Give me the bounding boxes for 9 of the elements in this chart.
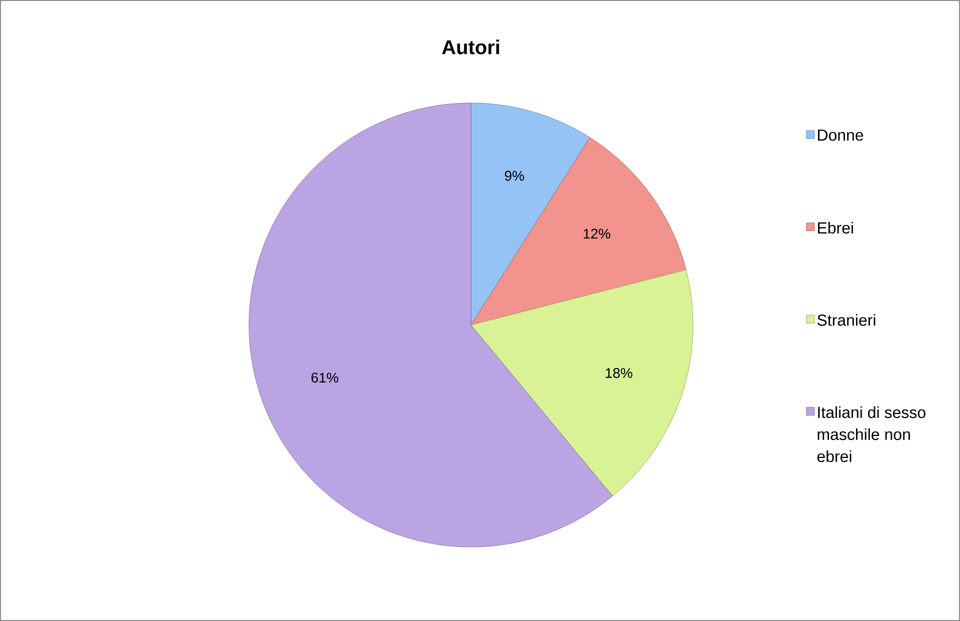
legend-label: Ebrei bbox=[818, 222, 853, 234]
legend-label: Italiani di sesso maschile non ebrei bbox=[817, 406, 926, 462]
data-label: 12% bbox=[584, 228, 610, 239]
data-label: 9% bbox=[504, 170, 524, 181]
data-label: 18% bbox=[606, 368, 632, 378]
data-label: 61% bbox=[312, 372, 338, 383]
legend-label: Donne bbox=[818, 130, 864, 141]
chart-title: Autori bbox=[442, 40, 500, 54]
legend-label: Stranieri bbox=[817, 314, 876, 326]
